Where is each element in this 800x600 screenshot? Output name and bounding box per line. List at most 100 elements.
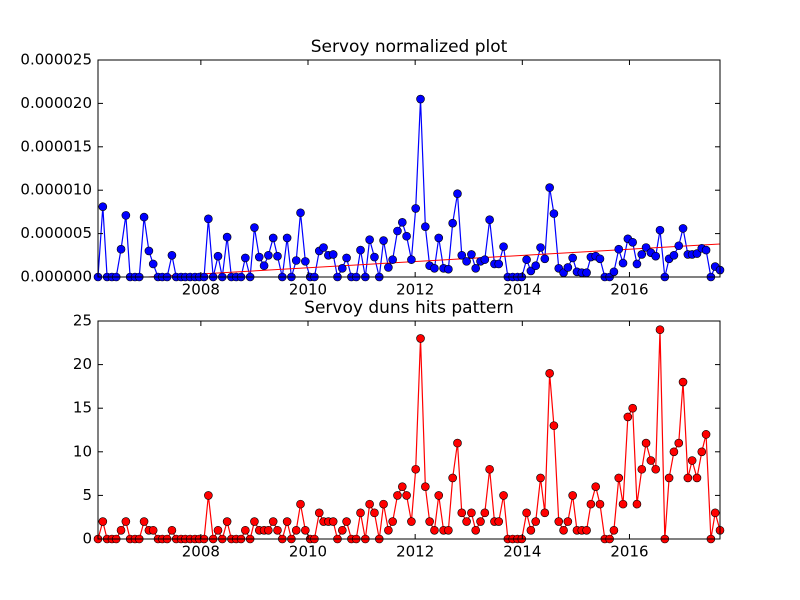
data-point (356, 245, 365, 255)
data-point (623, 412, 633, 422)
data-point (268, 233, 278, 243)
data-point (264, 525, 273, 535)
data-point (687, 456, 697, 465)
x-tick-label: 2010 (289, 543, 327, 561)
data-point (121, 211, 131, 220)
data-point (148, 525, 158, 535)
x-tick-label: 2014 (503, 543, 541, 561)
data-point (421, 482, 430, 491)
data-point (434, 491, 444, 500)
x-tick-label: 2010 (289, 281, 327, 299)
data-point (398, 218, 407, 227)
data-point (328, 517, 338, 526)
data-point (568, 253, 577, 263)
data-point (411, 464, 420, 474)
data-point (549, 209, 559, 218)
data-point (148, 259, 158, 269)
data-point (471, 264, 481, 273)
data-point (637, 464, 647, 474)
data-point (467, 508, 476, 518)
data-point (522, 255, 531, 264)
data-point (416, 94, 425, 104)
data-point (651, 251, 661, 261)
data-point (540, 254, 550, 264)
data-point (328, 250, 338, 259)
data-point (563, 517, 573, 526)
data-point (384, 263, 393, 272)
data-point (568, 491, 577, 500)
data-point (586, 499, 596, 509)
data-point (683, 473, 693, 483)
data-point (480, 255, 490, 264)
y-tick-label: 5 (82, 486, 92, 504)
x-tick-label: 2012 (396, 281, 434, 299)
data-point (384, 525, 393, 535)
data-point (388, 517, 397, 526)
data-point (628, 237, 637, 247)
y-tick-label: 0.000000 (20, 268, 92, 286)
data-point (669, 251, 679, 260)
data-point (494, 517, 504, 526)
axes-frame (97, 320, 721, 540)
x-tick-label: 2008 (182, 281, 220, 299)
data-point (632, 259, 642, 269)
data-line (98, 99, 720, 277)
data-point (494, 259, 504, 269)
y-tick-label: 0.000025 (20, 51, 92, 69)
data-point (282, 233, 292, 243)
data-point (337, 264, 347, 273)
data-point (646, 456, 656, 465)
data-point (618, 499, 628, 509)
data-line (98, 329, 720, 539)
y-tick-label: 15 (73, 399, 92, 417)
data-point (531, 517, 541, 526)
data-point (416, 334, 425, 343)
data-point (485, 464, 494, 474)
data-point (291, 525, 301, 535)
data-point (296, 208, 305, 218)
data-point (674, 438, 684, 448)
data-point (582, 525, 591, 535)
data-point (434, 233, 444, 243)
chart-title: Servoy duns hits pattern (304, 298, 514, 318)
data-point (655, 325, 665, 335)
plot-area (98, 99, 720, 277)
data-point (664, 473, 674, 483)
data-point (536, 243, 545, 252)
data-point (342, 517, 351, 526)
data-point (222, 232, 232, 242)
data-point (674, 241, 684, 251)
data-point (402, 231, 411, 241)
data-point (370, 252, 379, 262)
data-point (591, 482, 601, 491)
data-point (655, 225, 665, 235)
data-point (388, 255, 397, 264)
data-point (444, 525, 453, 535)
data-point (254, 252, 264, 262)
data-point (485, 215, 494, 225)
x-tick-label: 2012 (396, 543, 434, 561)
data-point (545, 183, 554, 192)
data-point (213, 525, 223, 535)
y-tick-label: 0 (82, 530, 92, 548)
data-point (314, 508, 324, 518)
data-point (595, 254, 605, 264)
data-point (356, 508, 365, 518)
data-point (421, 222, 430, 231)
data-point (522, 508, 531, 518)
data-point (453, 189, 462, 198)
x-tick-label: 2016 (610, 281, 648, 299)
data-point (540, 508, 550, 518)
data-point (526, 525, 536, 535)
y-tick-label: 0.000020 (20, 94, 92, 112)
data-point (291, 256, 301, 265)
data-point (692, 473, 702, 483)
data-point (393, 491, 402, 500)
data-point (264, 251, 273, 260)
data-point (545, 369, 554, 378)
data-point (531, 261, 541, 271)
axes-frame (97, 59, 721, 278)
data-point (614, 244, 624, 254)
data-point (563, 263, 573, 272)
